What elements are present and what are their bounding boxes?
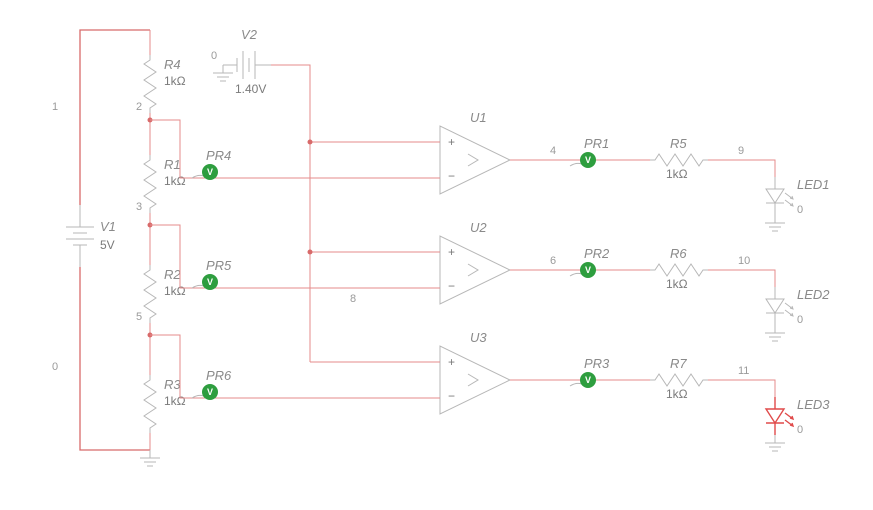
svg-text:R2: R2 [164, 267, 181, 282]
svg-text:0: 0 [797, 314, 803, 326]
label-PR5: PR5 [206, 258, 232, 273]
svg-text:V: V [207, 277, 213, 287]
svg-text:1kΩ: 1kΩ [666, 387, 688, 401]
wire [80, 30, 150, 205]
led-LED2 [766, 299, 784, 313]
label-U1: U1 [470, 110, 487, 125]
label-PR3: PR3 [584, 356, 610, 371]
svg-text:R7: R7 [670, 356, 687, 371]
svg-text:3: 3 [136, 201, 142, 213]
resistor-R2 [144, 265, 156, 323]
resistor-R1 [144, 155, 156, 213]
led-LED3 [766, 409, 784, 423]
svg-text:−: − [448, 389, 455, 403]
svg-text:2: 2 [136, 101, 142, 113]
svg-text:8: 8 [350, 293, 356, 305]
svg-text:−: − [448, 169, 455, 183]
label-PR1: PR1 [584, 136, 609, 151]
svg-text:R6: R6 [670, 246, 687, 261]
svg-text:5: 5 [136, 311, 142, 323]
label-LED3: LED3 [797, 397, 830, 412]
label-LED2: LED2 [797, 287, 830, 302]
svg-text:6: 6 [550, 255, 556, 267]
svg-text:0: 0 [52, 361, 58, 373]
svg-text:V: V [207, 387, 213, 397]
label-PR6: PR6 [206, 368, 232, 383]
wire [708, 380, 775, 397]
svg-text:1: 1 [52, 101, 58, 113]
svg-text:1kΩ: 1kΩ [666, 277, 688, 291]
label-V1: V1 [100, 219, 116, 234]
resistor-R7 [650, 374, 708, 386]
resistor-R5 [650, 154, 708, 166]
svg-text:+: + [448, 245, 455, 259]
wire [708, 270, 775, 287]
svg-text:1kΩ: 1kΩ [666, 167, 688, 181]
svg-text:R4: R4 [164, 57, 181, 72]
svg-text:−: − [448, 279, 455, 293]
wire [150, 335, 440, 398]
schematic-canvas: V15V10R41kΩ2R11kΩ3R21kΩ5R31kΩV21.40V0+−U… [0, 0, 873, 510]
svg-text:11: 11 [738, 365, 749, 377]
svg-text:0: 0 [211, 50, 217, 62]
wire [708, 160, 775, 177]
label-PR2: PR2 [584, 246, 610, 261]
led-LED1 [766, 189, 784, 203]
svg-text:V: V [585, 155, 591, 165]
svg-text:V: V [585, 375, 591, 385]
junction [308, 250, 313, 255]
svg-text:0: 0 [797, 204, 803, 216]
resistor-R3 [144, 375, 156, 433]
svg-text:1kΩ: 1kΩ [164, 394, 186, 408]
svg-text:+: + [448, 355, 455, 369]
label-PR4: PR4 [206, 148, 231, 163]
svg-text:1kΩ: 1kΩ [164, 284, 186, 298]
wire [80, 267, 150, 450]
svg-text:R5: R5 [670, 136, 687, 151]
svg-text:V: V [585, 265, 591, 275]
wire [150, 225, 440, 288]
label-U2: U2 [470, 220, 487, 235]
svg-text:5V: 5V [100, 238, 115, 252]
svg-text:0: 0 [797, 424, 803, 436]
wire [271, 65, 310, 362]
junction [308, 140, 313, 145]
wire [150, 120, 440, 178]
svg-text:10: 10 [738, 255, 750, 267]
svg-text:+: + [448, 135, 455, 149]
resistor-R4 [144, 55, 156, 113]
label-U3: U3 [470, 330, 487, 345]
resistor-R6 [650, 264, 708, 276]
svg-text:V: V [207, 167, 213, 177]
svg-text:4: 4 [550, 145, 556, 157]
label-V2: V2 [241, 27, 258, 42]
svg-text:1.40V: 1.40V [235, 82, 266, 96]
svg-text:R1: R1 [164, 157, 181, 172]
svg-text:R3: R3 [164, 377, 181, 392]
label-LED1: LED1 [797, 177, 830, 192]
svg-text:1kΩ: 1kΩ [164, 174, 186, 188]
svg-text:9: 9 [738, 145, 744, 157]
svg-text:1kΩ: 1kΩ [164, 74, 186, 88]
